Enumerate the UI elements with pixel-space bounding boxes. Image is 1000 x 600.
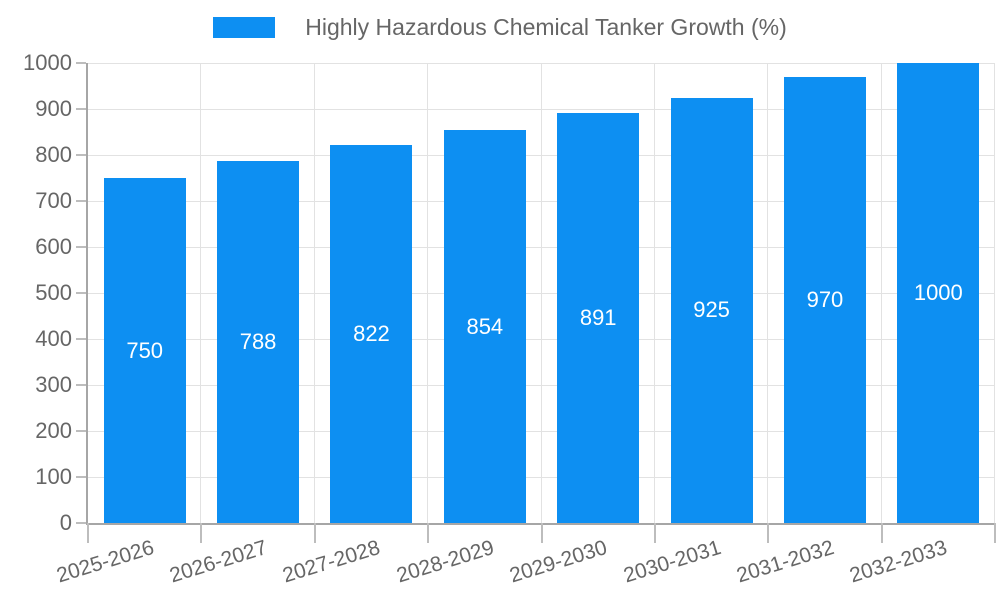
y-tick-label: 1000: [23, 50, 72, 75]
y-tick-mark: [76, 430, 86, 432]
x-tick-mark: [540, 523, 543, 543]
v-gridline: [427, 63, 429, 523]
x-tick-mark: [200, 523, 203, 543]
bar: 750: [103, 178, 186, 523]
bar-value-label: 854: [466, 313, 504, 339]
bar: 854: [443, 130, 526, 523]
v-gridline: [200, 63, 202, 523]
chart-legend[interactable]: Highly Hazardous Chemical Tanker Growth …: [0, 14, 1000, 41]
y-tick-mark: [76, 200, 86, 202]
bar-value-label: 822: [353, 320, 390, 346]
v-gridline: [767, 63, 769, 523]
h-gridline: [88, 200, 995, 202]
y-tick-mark: [76, 384, 86, 386]
v-gridline: [880, 63, 882, 523]
h-gridline: [88, 384, 995, 386]
bar-value-label: 788: [239, 328, 277, 354]
bar: 1000: [897, 63, 980, 523]
y-tick-mark: [76, 476, 86, 478]
bar: 891: [557, 113, 640, 523]
h-gridline: [88, 154, 995, 156]
y-tick-label: 900: [35, 96, 72, 121]
y-tick-label: 800: [35, 142, 72, 167]
h-gridline: [88, 430, 995, 432]
x-tick-mark: [994, 523, 996, 543]
y-tick-label: 400: [35, 326, 72, 351]
y-tick-label: 500: [35, 280, 72, 305]
y-tick-mark: [76, 108, 86, 110]
h-gridline: [88, 62, 995, 64]
y-tick-mark: [76, 292, 86, 294]
y-tick-mark: [76, 62, 86, 64]
bar: 788: [217, 160, 300, 523]
bar-value-label: 750: [126, 337, 164, 363]
y-tick-mark: [76, 154, 86, 156]
y-tick-label: 600: [35, 234, 72, 259]
v-gridline: [994, 63, 995, 523]
plot-area: 750 788 822 854 891 925 970 1000 0 100 200 300 400 5…: [23, 50, 996, 587]
y-tick-label: 0: [59, 510, 72, 535]
v-gridline: [653, 63, 655, 523]
y-tick-label: 700: [35, 188, 72, 213]
x-tick-mark: [87, 523, 89, 543]
x-tick-mark: [767, 523, 770, 543]
h-gridline: [88, 476, 995, 478]
y-tick-label: 300: [35, 372, 72, 397]
bar-value-label: 925: [693, 297, 730, 323]
x-tick-mark: [653, 523, 656, 543]
h-gridline: [88, 108, 995, 110]
bar-value-label: 891: [579, 305, 617, 331]
h-gridline: [88, 292, 995, 294]
y-tick-mark: [76, 522, 86, 524]
h-gridline: [88, 246, 995, 248]
v-gridline: [540, 63, 542, 523]
y-axis-line: [86, 63, 88, 525]
x-tick-mark: [880, 523, 883, 543]
bar: 970: [783, 76, 866, 523]
x-tick-mark: [313, 523, 316, 543]
legend-label: Highly Hazardous Chemical Tanker Growth …: [305, 14, 787, 40]
bar-value-label: 970: [806, 286, 844, 312]
y-tick-mark: [76, 246, 86, 248]
bar-value-label: 1000: [913, 280, 963, 305]
legend-swatch: [213, 17, 276, 38]
h-gridline: [88, 338, 995, 340]
y-tick-label: 100: [35, 464, 72, 489]
y-tick-mark: [76, 338, 86, 340]
x-tick-mark: [427, 523, 430, 543]
bar: 925: [670, 97, 753, 523]
y-tick-label: 200: [35, 418, 72, 443]
bar: 822: [330, 144, 413, 523]
v-gridline: [313, 63, 315, 523]
